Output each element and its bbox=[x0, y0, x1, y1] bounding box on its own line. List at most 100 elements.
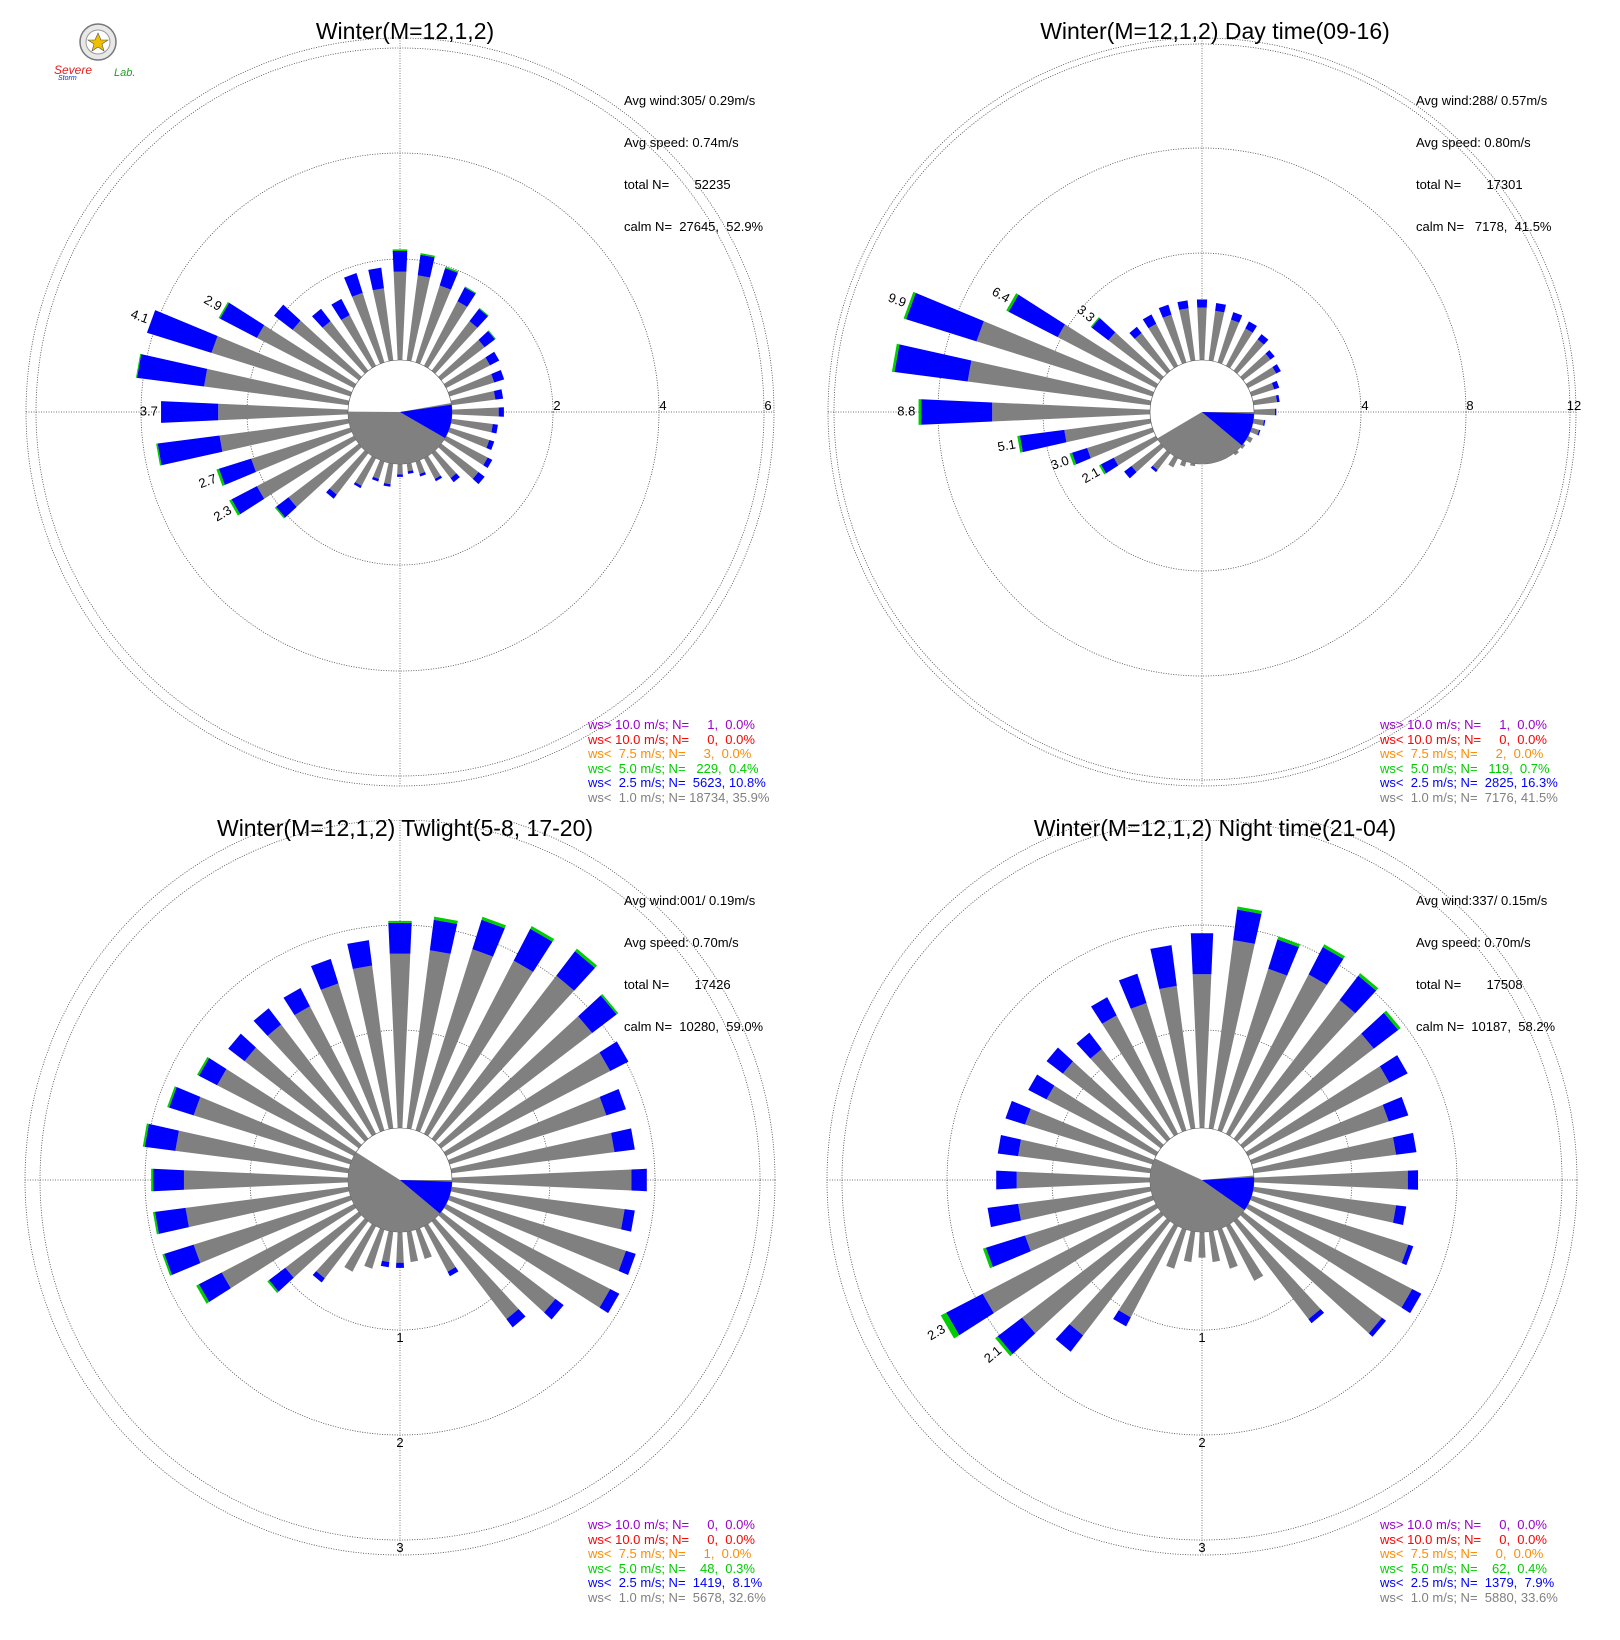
bar-lt2_5-dir-220 bbox=[1055, 1324, 1084, 1352]
bar-lt2_5-dir-280 bbox=[894, 344, 972, 382]
bar-lt1-dir-130 bbox=[438, 1211, 556, 1313]
chart-title: Winter(M=12,1,2) bbox=[315, 18, 495, 44]
legend-entry: ws< 1.0 m/s; N= 7176, 41.5% bbox=[1380, 789, 1558, 805]
bar-lt2_5-dir-80 bbox=[1275, 394, 1280, 403]
bar-lt2_5-dir-120 bbox=[599, 1288, 620, 1314]
bar-lt2_5-dir-0 bbox=[1196, 299, 1208, 308]
bar-lt5-dir-50 bbox=[600, 994, 619, 1015]
bar-lt2_5-dir-140 bbox=[506, 1308, 526, 1328]
bar-value-label: 2.3 bbox=[925, 1321, 948, 1343]
bar-lt1-dir-150 bbox=[423, 1223, 456, 1272]
bar-lt1-dir-180 bbox=[397, 463, 403, 475]
bar-lt2_5-dir-210 bbox=[1113, 1310, 1131, 1327]
bar-lt1-dir-350 bbox=[352, 965, 394, 1130]
bar-value-label: 3.7 bbox=[140, 403, 158, 418]
wind-rose-chart: 1 2 3 2.3 2.1 bbox=[826, 820, 1578, 1556]
bar-lt1-dir-270 bbox=[1016, 1171, 1151, 1189]
bar-lt1-dir-60 bbox=[1245, 366, 1277, 389]
legend-entry: ws> 10.0 m/s; N= 0, 0.0% bbox=[588, 1517, 755, 1532]
calm-n: calm N= 10280, 59.0% bbox=[624, 1019, 764, 1034]
avg-speed: Avg speed: 0.70m/s bbox=[1416, 935, 1531, 950]
legend-entry: ws> 10.0 m/s; N= 1, 0.0% bbox=[1380, 717, 1547, 732]
bar-lt2_5-dir-270 bbox=[921, 399, 993, 425]
bar-lt2_5-dir-240 bbox=[946, 1293, 994, 1336]
bar-lt5-dir-250 bbox=[216, 468, 225, 486]
ring-label: 2 bbox=[396, 1435, 403, 1450]
bar-lt2_5-dir-310 bbox=[1046, 1047, 1074, 1074]
bar-lt2_5-dir-30 bbox=[1308, 946, 1344, 985]
total-n: total N= 17508 bbox=[1416, 977, 1523, 992]
bar-lt5-dir-310 bbox=[1090, 317, 1100, 328]
legend-entry: ws< 10.0 m/s; N= 0, 0.0% bbox=[588, 731, 755, 747]
bar-lt5-dir-0 bbox=[388, 920, 412, 923]
bar-lt1-dir-150 bbox=[1225, 1223, 1264, 1281]
logo-star bbox=[87, 32, 109, 52]
bar-lt1-dir-70 bbox=[1250, 382, 1275, 397]
bar-lt1-dir-220 bbox=[1069, 1218, 1171, 1336]
bar-lt1-dir-220 bbox=[329, 450, 369, 495]
bar-lt5-dir-260 bbox=[1017, 435, 1023, 453]
bar-lt1-dir-320 bbox=[1090, 1048, 1171, 1142]
bar-lt5-dir-230 bbox=[274, 506, 286, 519]
bar-lt5-dir-30 bbox=[464, 286, 477, 294]
bar-lt1-dir-350 bbox=[372, 288, 394, 362]
bar-lt2_5-dir-100 bbox=[1263, 420, 1266, 426]
bar-lt2_5-dir-120 bbox=[483, 457, 493, 469]
bar-lt1-dir-240 bbox=[1113, 435, 1159, 466]
bar-lt1-dir-260 bbox=[1064, 418, 1152, 443]
bar-lt1-dir-210 bbox=[1168, 455, 1179, 468]
avg-wind: Avg wind:337/ 0.15m/s bbox=[1416, 893, 1548, 908]
chart-title: Winter(M=12,1,2) Night time(21-04) bbox=[1033, 815, 1397, 841]
bar-lt2_5-dir-280 bbox=[137, 354, 208, 387]
bar-lt5-dir-20 bbox=[445, 266, 459, 273]
chart-title: Winter(M=12,1,2) Day time(09-16) bbox=[1040, 18, 1390, 44]
bar-value-label: 4.1 bbox=[129, 306, 151, 326]
avg-speed: Avg speed: 0.70m/s bbox=[624, 935, 739, 950]
legend-entry: ws< 1.0 m/s; N= 5678, 32.6% bbox=[588, 1589, 766, 1605]
bar-lt1-dir-110 bbox=[1250, 427, 1260, 436]
bar-value-label: 2.9 bbox=[202, 292, 225, 314]
bar-lt2_5-dir-310 bbox=[274, 304, 301, 330]
stats-block: Avg wind:337/ 0.15m/s Avg speed: 0.70m/s… bbox=[1416, 866, 1555, 1062]
bar-lt1-dir-20 bbox=[415, 285, 451, 364]
bar-lt1-dir-210 bbox=[355, 455, 377, 486]
bar-lt1-dir-180 bbox=[396, 1231, 404, 1263]
bar-lt1-dir-230 bbox=[288, 443, 362, 508]
bar-lt2_5-dir-110 bbox=[486, 439, 495, 450]
legend-entry: ws< 10.0 m/s; N= 0, 0.0% bbox=[588, 1531, 755, 1547]
bar-lt2_5-dir-80 bbox=[493, 389, 504, 400]
bar-value-label: 2.1 bbox=[1079, 464, 1102, 486]
bar-lt2_5-dir-290 bbox=[1005, 1100, 1031, 1125]
bar-lt1-dir-100 bbox=[1252, 1186, 1397, 1223]
bar-lt2_5-dir-160 bbox=[419, 472, 426, 477]
bar-lt1-dir-250 bbox=[193, 1195, 352, 1264]
bar-lt1-dir-100 bbox=[450, 1186, 625, 1230]
chart-title: Winter(M=12,1,2) Twlight(5-8, 17-20) bbox=[216, 815, 594, 841]
bar-lt2_5-dir-50 bbox=[578, 995, 617, 1034]
ring-label: 8 bbox=[1466, 398, 1473, 413]
bar-lt2_5-dir-260 bbox=[157, 435, 223, 466]
bar-lt5-dir-250 bbox=[162, 1253, 172, 1276]
bar-lt1-dir-30 bbox=[423, 960, 534, 1137]
bar-lt1-dir-230 bbox=[1022, 1211, 1164, 1334]
bar-lt2_5-dir-320 bbox=[253, 1008, 282, 1036]
bar-lt1-dir-90 bbox=[1253, 1170, 1408, 1190]
bar-lt1-dir-190 bbox=[384, 462, 394, 485]
bar-lt1-dir-150 bbox=[423, 455, 441, 479]
bar-lt1-dir-200 bbox=[373, 460, 385, 479]
speed-legend: ws> 10.0 m/s; N= 1, 0.0% ws< 10.0 m/s; N=… bbox=[1380, 717, 1558, 805]
legend-entry: ws< 1.0 m/s; N= 18734, 35.9% bbox=[588, 789, 770, 805]
bar-lt1-dir-170 bbox=[1208, 1230, 1221, 1263]
bar-lt2_5-dir-340 bbox=[1158, 304, 1172, 318]
bar-lt1-dir-50 bbox=[438, 1016, 593, 1149]
bar-lt2_5-dir-330 bbox=[1091, 997, 1117, 1024]
bar-lt2_5-dir-140 bbox=[450, 473, 460, 483]
avg-speed: Avg speed: 0.74m/s bbox=[624, 135, 739, 150]
bar-lt5-dir-270 bbox=[151, 1168, 154, 1192]
bar-lt5-dir-40 bbox=[575, 948, 598, 968]
bar-lt1-dir-300 bbox=[1057, 324, 1159, 389]
bar-lt1-dir-300 bbox=[256, 325, 357, 389]
bar-lt1-dir-40 bbox=[431, 321, 478, 374]
bar-lt5-dir-250 bbox=[982, 1247, 993, 1269]
bar-lt1-dir-90 bbox=[451, 407, 499, 417]
